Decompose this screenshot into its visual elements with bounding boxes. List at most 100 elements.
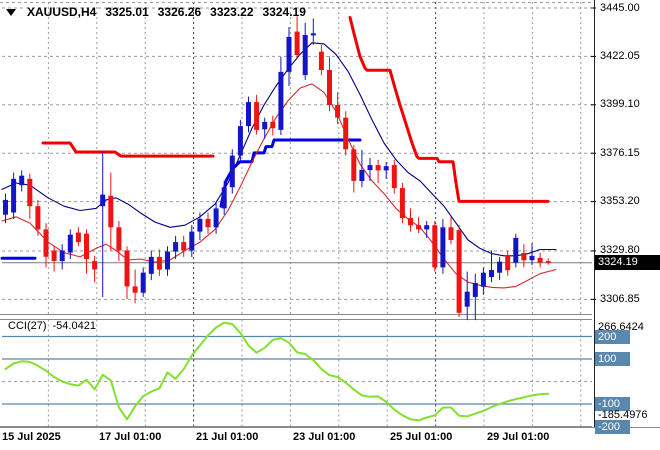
candle — [181, 235, 187, 257]
candle-body — [399, 188, 405, 218]
candle — [92, 255, 98, 283]
candle — [359, 149, 365, 188]
candle — [132, 269, 138, 304]
candle — [440, 218, 446, 274]
candle — [51, 246, 57, 272]
candle — [497, 256, 503, 281]
candle-body — [537, 257, 543, 263]
symbol-timeframe-label: XAUUSD,H4 — [27, 5, 97, 19]
candle — [537, 252, 543, 268]
candle-body — [489, 270, 494, 278]
candle — [270, 115, 276, 136]
candle-body — [456, 230, 462, 313]
candle-body — [84, 233, 89, 259]
candle-body — [505, 255, 511, 271]
candle — [513, 233, 519, 268]
ohlc-close: 3324.19 — [262, 5, 306, 19]
candle — [67, 229, 73, 259]
candle-body — [35, 206, 41, 230]
candle-body — [246, 102, 251, 127]
candle-body — [132, 286, 138, 293]
candle — [408, 208, 413, 232]
candle — [391, 159, 397, 194]
candle-body — [327, 70, 332, 105]
candle-body — [165, 251, 170, 270]
candle-body — [432, 225, 438, 268]
chart-header: XAUUSD,H4 3325.01 3326.26 3323.22 3324.1… — [6, 4, 306, 20]
candle — [140, 267, 146, 297]
candle — [367, 157, 373, 181]
candle — [205, 212, 211, 234]
candle — [124, 246, 130, 299]
candle-body — [3, 199, 8, 215]
candle-body — [302, 35, 308, 76]
candle — [43, 223, 49, 268]
candle-body — [286, 36, 292, 72]
candle — [35, 199, 41, 236]
candle — [84, 229, 89, 274]
time-axis-label: 15 Jul 2025 — [2, 431, 61, 443]
candle-body — [375, 165, 381, 171]
candle-body — [100, 194, 106, 207]
supertrend-red-line — [348, 16, 550, 203]
candle — [432, 221, 438, 272]
candle-body — [448, 227, 454, 240]
indicator-title: CCI(27) -54.0421 — [8, 320, 96, 332]
candle-body — [19, 175, 25, 186]
candle — [294, 16, 300, 58]
current-price-box: 3324.19 — [595, 255, 660, 270]
candle — [383, 162, 389, 179]
candle-body — [310, 33, 316, 36]
chart-marker-icon[interactable] — [6, 8, 16, 16]
candle — [75, 227, 81, 247]
candle — [246, 96, 251, 133]
candle-body — [92, 261, 98, 270]
candle — [262, 117, 268, 139]
candle — [464, 271, 470, 321]
candle-body — [237, 126, 243, 156]
candle — [318, 44, 324, 76]
candle — [448, 216, 454, 245]
candle — [327, 56, 332, 112]
candle-body — [480, 272, 486, 287]
candle-body — [43, 229, 49, 257]
time-axis-label: 25 Jul 01:00 — [390, 431, 453, 443]
candle-body — [148, 256, 154, 274]
candle-body — [262, 121, 268, 130]
ma-navy-line — [1, 42, 557, 257]
price-axis-label: 3353.20 — [600, 195, 640, 208]
candle — [472, 273, 478, 321]
candle — [189, 225, 195, 257]
candle-body — [416, 225, 422, 230]
candle — [11, 172, 17, 219]
candle — [456, 225, 462, 317]
candle — [399, 183, 405, 224]
candle-body — [424, 225, 430, 230]
candle — [148, 250, 154, 281]
time-axis-label: 17 Jul 01:00 — [99, 431, 162, 443]
candle-body — [529, 255, 535, 261]
price-axis-label: 3422.05 — [600, 49, 640, 62]
candle — [480, 267, 486, 295]
candle — [489, 250, 494, 283]
candle-body — [440, 227, 446, 268]
price-axis-label: 3399.10 — [600, 98, 640, 111]
indicator-max-label: 266.6424 — [598, 321, 644, 333]
candle — [27, 173, 33, 219]
time-axis-background[interactable] — [0, 428, 660, 450]
candle-body — [205, 218, 211, 228]
candle — [278, 56, 284, 135]
time-axis-label: 29 Jul 01:00 — [487, 431, 550, 443]
candle-body — [391, 165, 397, 189]
candle-body — [173, 242, 179, 252]
candle — [416, 216, 422, 233]
candle-body — [278, 71, 284, 130]
candle-body — [51, 250, 57, 261]
candle-body — [521, 252, 527, 261]
candle — [335, 92, 341, 124]
candle — [229, 149, 235, 194]
candle — [3, 193, 8, 224]
candle — [302, 22, 308, 80]
